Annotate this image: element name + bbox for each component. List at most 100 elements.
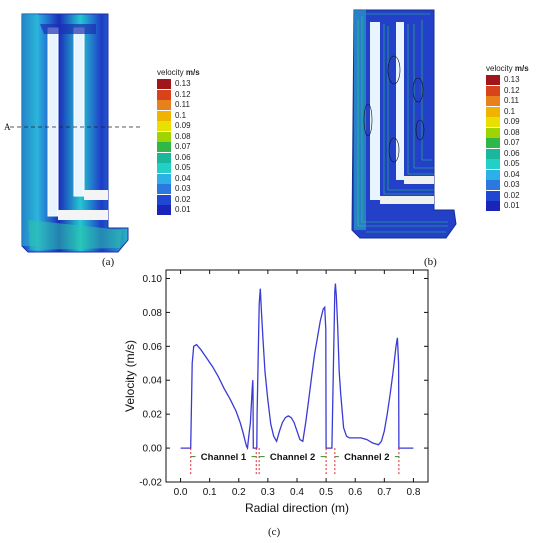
x-tick-label: 0.0 (174, 487, 188, 498)
legend-label: 0.13 (504, 75, 520, 84)
legend-swatch (157, 152, 171, 163)
x-tick-label: 0.5 (319, 487, 333, 498)
y-tick-label: -0.02 (139, 478, 162, 489)
legend-title: velocity m/s (157, 68, 227, 77)
legend-swatch (486, 201, 500, 211)
channel-label-bg (264, 450, 321, 462)
legend-entry: 0.12 (486, 85, 550, 97)
legend-label: 0.03 (504, 180, 520, 189)
legend-label: 0.05 (504, 159, 520, 168)
x-axis-label: Radial direction (m) (245, 501, 349, 515)
legend-title-unit: m/s (185, 68, 200, 77)
panel-a: A velocity m/s 0.13 0.12 0.11 0.1 0.09 0.08 0.… (0, 0, 270, 270)
legend-label: 0.12 (175, 89, 191, 99)
x-tick-label: 0.7 (377, 487, 391, 498)
legend-swatch (157, 89, 171, 100)
y-tick-label: 0.08 (143, 308, 163, 319)
legend-entry: 0.1 (486, 106, 550, 118)
legend-entry: 0.03 (486, 180, 550, 191)
legend-entry: 0.07 (157, 142, 227, 153)
legend-label: 0.02 (175, 194, 191, 204)
legend-label: 0.05 (175, 163, 191, 172)
legend-entry: 0.1 (157, 110, 227, 122)
legend-entry: 0.04 (157, 173, 227, 185)
legend-title: velocity m/s (486, 64, 550, 73)
legend-label: 0.06 (175, 152, 191, 162)
legend-entry: 0.02 (157, 194, 227, 206)
legend-swatch (157, 184, 171, 194)
legend-entry: 0.11 (157, 100, 227, 111)
y-tick-label: 0.06 (143, 342, 163, 353)
legend-swatch (486, 169, 500, 180)
velocity-series-line (180, 283, 414, 451)
section-line (10, 126, 140, 128)
legend-swatch (486, 138, 500, 148)
legend-label: 0.07 (175, 142, 191, 151)
channel-label-bg (195, 450, 252, 462)
legend-entry: 0.04 (486, 169, 550, 181)
x-tick-label: 0.6 (348, 487, 362, 498)
legend-label: 0.1 (504, 106, 516, 116)
legend-swatch (157, 100, 171, 110)
panel-b: velocity m/s 0.13 0.12 0.11 0.1 0.09 0.08 0.07… (330, 0, 550, 270)
legend-swatch (486, 159, 500, 169)
channel-label: Channel 2 (344, 452, 389, 463)
legend-swatch (486, 96, 500, 106)
legend-swatch (157, 205, 171, 215)
legend-entry: 0.05 (486, 159, 550, 170)
legend-swatch (486, 117, 500, 127)
legend-entry: 0.03 (157, 184, 227, 195)
x-tick-label: 0.1 (203, 487, 217, 498)
panel-c: 0.0 0.1 0.2 0.3 0.4 0.5 0.6 0.7 0.8 -0.02 0.00 0.02… (120, 262, 440, 543)
legend-label: 0.01 (175, 205, 191, 214)
section-line-label: A (4, 122, 11, 132)
y-tick-label: 0.10 (143, 274, 163, 285)
legend-label: 0.08 (175, 131, 191, 141)
panel-caption-c: (c) (268, 526, 281, 538)
legend-label: 0.04 (504, 169, 520, 179)
legend-entry: 0.13 (486, 75, 550, 86)
legend-swatch (157, 194, 171, 205)
legend-entry: 0.06 (157, 152, 227, 164)
legend-entry: 0.07 (486, 138, 550, 149)
legend-entry: 0.06 (486, 148, 550, 160)
legend-entry: 0.08 (486, 127, 550, 139)
legend-swatch (486, 75, 500, 85)
legend-label: 0.13 (175, 79, 191, 88)
legend-entry: 0.05 (157, 163, 227, 174)
legend-label: 0.02 (504, 190, 520, 200)
streamline-plot-b (351, 9, 457, 239)
legend-swatch (157, 110, 171, 121)
legend-label: 0.12 (504, 85, 520, 95)
velocity-legend-b: velocity m/s 0.13 0.12 0.11 0.1 0.09 0.08 0.07… (486, 64, 550, 212)
legend-label: 0.01 (504, 201, 520, 210)
y-axis-label: Velocity (m/s) (123, 340, 137, 412)
legend-swatch (157, 79, 171, 89)
legend-label: 0.08 (504, 127, 520, 137)
legend-swatch (486, 148, 500, 159)
legend-scale: 0.13 0.12 0.11 0.1 0.09 0.08 0.07 0.06 0.05 0.04 0… (486, 75, 550, 212)
legend-label: 0.06 (504, 148, 520, 158)
legend-label: 0.1 (175, 110, 187, 120)
channel-label: Channel 1 (201, 452, 247, 463)
legend-entry: 0.12 (157, 89, 227, 101)
channel-label-bg (338, 450, 395, 462)
legend-entry: 0.01 (157, 205, 227, 216)
x-tick-label: 0.2 (232, 487, 246, 498)
legend-label: 0.04 (175, 173, 191, 183)
legend-entry: 0.02 (486, 190, 550, 202)
legend-swatch (157, 121, 171, 131)
velocity-legend-a: velocity m/s 0.13 0.12 0.11 0.1 0.09 0.08 0.07… (157, 68, 227, 216)
legend-entry: 0.01 (486, 201, 550, 212)
plot-frame (165, 269, 429, 483)
legend-label: 0.11 (504, 96, 519, 105)
x-tick-label: 0.8 (406, 487, 420, 498)
legend-swatch (486, 85, 500, 96)
legend-swatch (486, 180, 500, 190)
legend-entry: 0.09 (157, 121, 227, 132)
legend-label: 0.11 (175, 100, 190, 109)
legend-swatch (157, 131, 171, 142)
legend-scale: 0.13 0.12 0.11 0.1 0.09 0.08 0.07 0.06 0.05 0.04 0… (157, 79, 227, 216)
x-tick-label: 0.3 (261, 487, 275, 498)
velocity-contour-plot-a (21, 13, 129, 253)
